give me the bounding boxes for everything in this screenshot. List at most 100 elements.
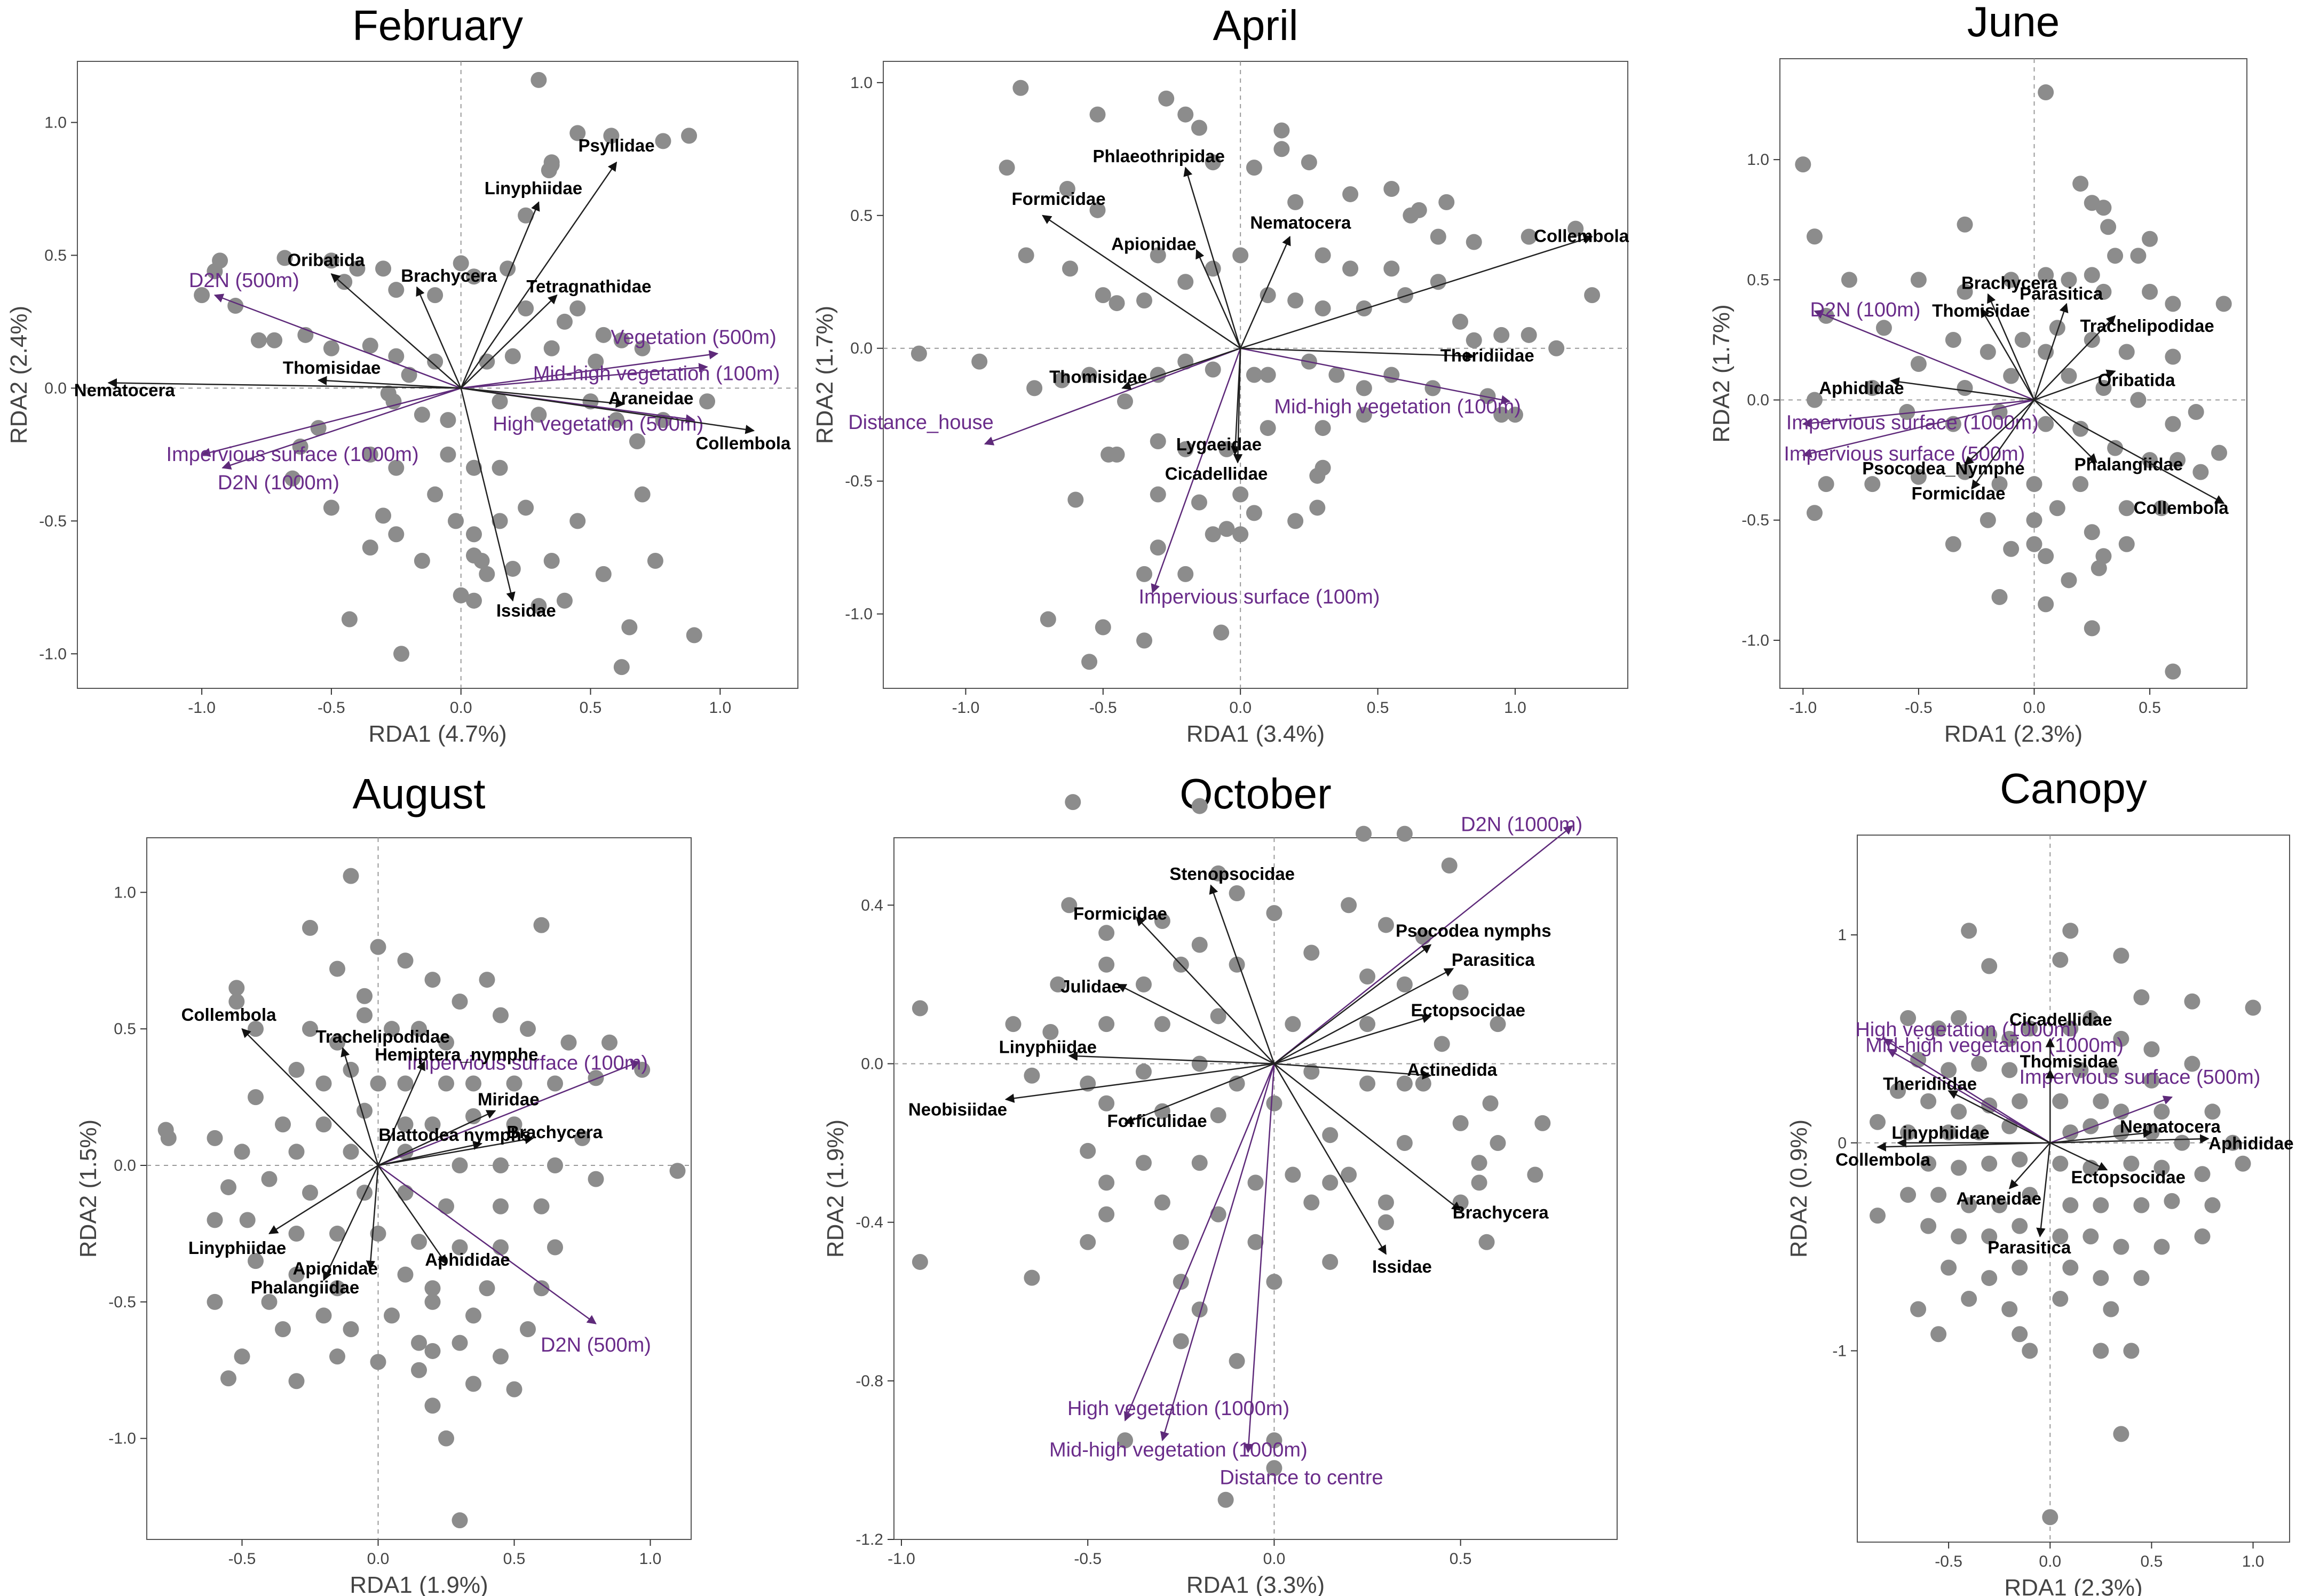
site-point [1930,1020,1947,1037]
x-tick-label: -1.0 [952,699,980,717]
site-point [2038,344,2054,360]
site-point [1478,1234,1495,1250]
env-arrow-distance-to-centre [1244,1063,1275,1454]
site-point [2165,416,2181,432]
site-point [608,412,625,428]
site-point [1567,220,1584,237]
env-label-vegetation-500m: Vegetation (500m) [611,327,777,349]
species-arrow-araneidae [2009,1142,2051,1189]
species-arrow-brachycera [378,1134,534,1166]
site-point [438,1430,454,1447]
species-arrow-parasitica [2036,1142,2051,1237]
site-point [492,459,508,476]
site-point [2084,620,2100,637]
site-point [2184,1055,2200,1072]
site-point [2022,1343,2038,1359]
species-label-collembola: Collembola [1534,226,1629,246]
species-arrow-nematocera [2050,1129,2153,1144]
site-point [2170,452,2186,469]
species-arrow-formicidae [1971,399,2035,490]
site-point [2014,331,2031,348]
site-point [160,1130,177,1146]
site-point [681,128,698,144]
site-point [1177,274,1194,290]
site-point [543,553,560,569]
species-label-collembola: Collembola [181,1005,277,1025]
species-label-miridae: Miridae [478,1090,540,1109]
site-point [2100,219,2117,235]
species-arrow-collembola [2033,399,2225,504]
site-point [569,513,586,529]
species-label-aphididae: Aphididae [1819,378,1904,398]
site-point [385,393,402,410]
site-point [473,553,490,569]
site-point [1218,521,1235,537]
site-point [440,412,456,428]
site-point [1806,392,1823,408]
site-point [1981,1228,1998,1245]
site-point [479,353,495,370]
site-point [1900,1187,1917,1203]
site-point [440,446,456,463]
env-arrow-vegetation-500m [461,350,719,389]
env-arrow-d2n-500m [377,1164,597,1324]
site-point [207,1212,223,1228]
species-label-nematocera: Nematocera [1250,213,1351,233]
species-label-apionidae: Apionidae [1111,234,1197,253]
species-label-formicidae: Formicidae [1911,483,2005,503]
site-point [1247,1234,1264,1250]
x-tick-label: 0.0 [2023,699,2046,717]
site-point [411,1021,427,1037]
site-point [465,526,482,543]
site-point [533,1280,550,1297]
site-point [228,994,245,1010]
species-arrow-tetragnathidae [460,294,558,389]
site-point [1806,505,1823,521]
site-point [1981,1027,1998,1043]
site-point [1285,1016,1301,1033]
site-point [647,553,663,569]
species-label-trachelipodidae: Trachelipodidae [2080,316,2214,336]
species-arrow-trachelipodidae [341,1047,379,1166]
site-point [1818,476,1834,493]
site-point [1098,1174,1115,1191]
site-point [1303,1194,1320,1211]
site-point [910,345,927,362]
site-point [1158,90,1175,107]
env-label-impervious-surface-1000m: Impervious surface (1000m) [1786,412,2039,434]
site-point [1383,180,1400,197]
site-point [1951,1160,1967,1176]
species-label-trachelipodidae: Trachelipodidae [316,1027,450,1046]
site-point [1210,865,1226,882]
site-point [2143,1072,2160,1089]
species-label-issidae: Issidae [1372,1257,1432,1276]
site-point [1951,1103,1967,1120]
site-point [1945,536,1961,552]
site-point [2153,1103,2170,1120]
site-point [411,1335,427,1351]
site-point [1098,1095,1115,1111]
site-point [1315,420,1331,436]
site-point [1941,1062,1957,1078]
site-point [560,1034,577,1051]
site-point [343,1061,359,1078]
species-arrow-formicidae [1135,916,1275,1065]
site-point [1098,925,1115,941]
site-point [357,1102,373,1119]
site-point [547,1157,563,1174]
site-point [492,393,508,410]
site-point [1584,287,1601,304]
site-point [2123,1155,2140,1172]
site-point [1493,407,1510,423]
species-arrow-forficulidae [1124,1063,1274,1125]
site-point [1026,380,1043,396]
site-point [1177,566,1194,582]
site-point [479,566,495,582]
site-point [2095,380,2112,396]
site-point [1452,984,1469,1001]
x-tick-label: -1.0 [888,1550,915,1568]
site-point [2130,248,2147,264]
site-point [1191,798,1208,814]
site-point [1081,654,1098,670]
site-point [1136,292,1153,309]
